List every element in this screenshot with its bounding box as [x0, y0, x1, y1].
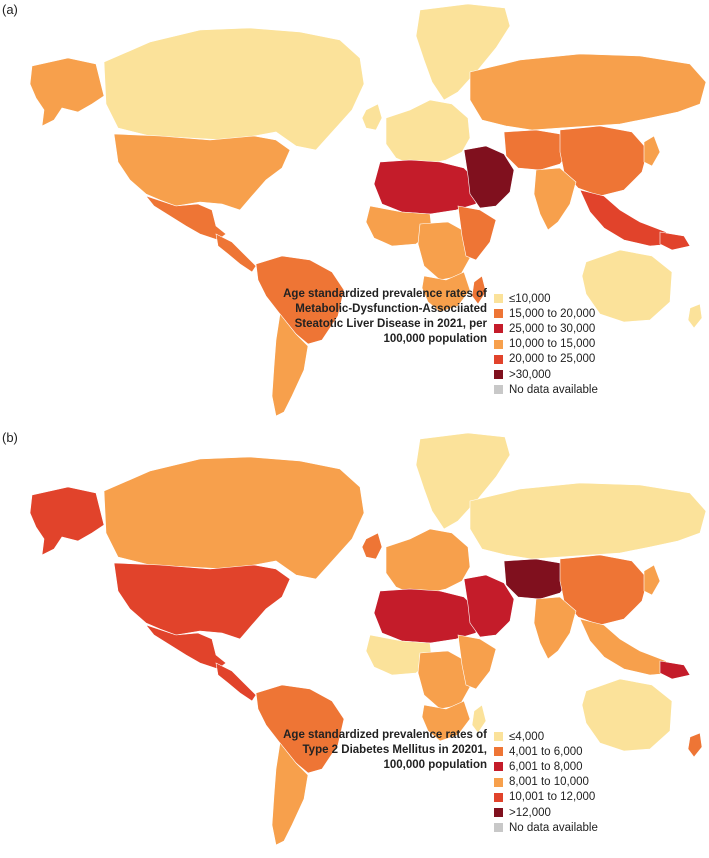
legend-swatch [494, 294, 503, 304]
region-greenland [415, 432, 511, 530]
region-australia [581, 678, 673, 752]
region-south-america-north [255, 684, 345, 774]
region-india [533, 596, 577, 660]
legend-item: >12,000 [494, 805, 598, 820]
legend-item: 10,001 to 12,000 [494, 790, 598, 805]
legend-label: >30,000 [509, 368, 551, 381]
legend-items: ≤4,000 4,001 to 6,000 6,001 to 8,000 8,001 … [494, 729, 598, 835]
panel-label: (a) [2, 2, 18, 17]
legend-item: ≤10,000 [494, 291, 598, 306]
region-china [559, 554, 649, 626]
legend-swatch [494, 792, 503, 802]
region-alaska [29, 57, 105, 127]
region-russia [469, 482, 707, 560]
map-panel-b: (b) Age standardized prevalence rates of… [0, 428, 709, 858]
legend-label: 20,000 to 25,000 [509, 353, 596, 366]
legend-swatch [494, 747, 503, 757]
legend-items: ≤10,000 15,000 to 20,000 25,000 to 30,000 1… [494, 291, 598, 397]
world-map [29, 3, 707, 417]
region-papua [659, 231, 691, 251]
region-europe [385, 99, 471, 165]
legend-label: >12,000 [509, 806, 551, 819]
legend-item: 25,000 to 30,000 [494, 321, 598, 336]
region-new-zealand [687, 732, 703, 758]
legend-label: 25,000 to 30,000 [509, 322, 596, 335]
region-uk [361, 103, 383, 131]
legend-item: 6,001 to 8,000 [494, 759, 598, 774]
legend-item: ≤4,000 [494, 729, 598, 744]
region-australia [581, 249, 673, 323]
legend-label: 8,001 to 10,000 [509, 776, 589, 789]
region-north-africa [373, 159, 477, 215]
region-central-america [215, 233, 257, 273]
region-southern-africa [421, 271, 471, 313]
legend: Age standardized prevalence rates of Typ… [0, 428, 709, 858]
region-north-africa [373, 588, 477, 644]
map-panel-a: (a) Age standardized prevalence rates of… [0, 0, 709, 428]
legend-item: 4,001 to 6,000 [494, 744, 598, 759]
region-east-africa [457, 205, 497, 261]
region-central-america [215, 662, 257, 702]
region-europe [385, 528, 471, 594]
region-alaska [29, 486, 105, 556]
legend-item: No data available [494, 382, 598, 397]
legend-item: 10,000 to 15,000 [494, 337, 598, 352]
legend-swatch [494, 823, 503, 833]
legend-label: 10,001 to 12,000 [509, 791, 596, 804]
region-usa [113, 562, 291, 640]
region-west-africa [365, 634, 433, 676]
legend-swatch [494, 354, 503, 364]
region-madagascar [471, 275, 487, 305]
region-middle-east [463, 145, 515, 209]
legend-label: No data available [509, 821, 598, 834]
legend-label: 4,001 to 6,000 [509, 745, 583, 758]
region-india [533, 167, 577, 231]
region-east-africa [457, 634, 497, 690]
legend-label: ≤10,000 [509, 292, 551, 305]
region-japan [643, 564, 661, 596]
legend-title: Age standardized prevalence rates of Typ… [283, 729, 487, 771]
legend-swatch [494, 777, 503, 787]
region-greenland [415, 3, 511, 101]
legend-swatch [494, 370, 503, 380]
legend-swatch [494, 339, 503, 349]
region-new-zealand [687, 303, 703, 329]
legend-swatch [494, 732, 503, 742]
region-japan [643, 135, 661, 167]
legend-item: No data available [494, 820, 598, 835]
region-usa [113, 133, 291, 211]
legend-label: No data available [509, 383, 598, 396]
region-south-america-south [271, 742, 309, 846]
legend-swatch [494, 324, 503, 334]
legend-title: Age standardized prevalence rates of Met… [283, 288, 487, 345]
legend-swatch [494, 808, 503, 818]
legend-label: ≤4,000 [509, 730, 545, 743]
region-russia [469, 53, 707, 131]
region-madagascar [471, 704, 487, 734]
region-uk [361, 532, 383, 560]
legend-item: 8,001 to 10,000 [494, 775, 598, 790]
region-west-africa [365, 205, 433, 247]
region-middle-east [463, 574, 515, 638]
legend-swatch [494, 309, 503, 319]
region-south-america-north [255, 255, 345, 345]
region-south-america-south [271, 313, 309, 417]
legend-item: 20,000 to 25,000 [494, 352, 598, 367]
world-map [29, 432, 707, 846]
legend-item: 15,000 to 20,000 [494, 306, 598, 321]
legend-label: 6,001 to 8,000 [509, 760, 583, 773]
legend: Age standardized prevalence rates of Met… [0, 0, 709, 428]
region-papua [659, 660, 691, 680]
legend-swatch [494, 385, 503, 395]
panel-label: (b) [2, 430, 18, 445]
region-central-asia [503, 558, 571, 600]
legend-swatch [494, 762, 503, 772]
legend-item: >30,000 [494, 367, 598, 382]
legend-label: 15,000 to 20,000 [509, 307, 596, 320]
region-southern-africa [421, 700, 471, 742]
region-china [559, 125, 649, 197]
region-central-asia [503, 129, 571, 171]
legend-label: 10,000 to 15,000 [509, 338, 596, 351]
